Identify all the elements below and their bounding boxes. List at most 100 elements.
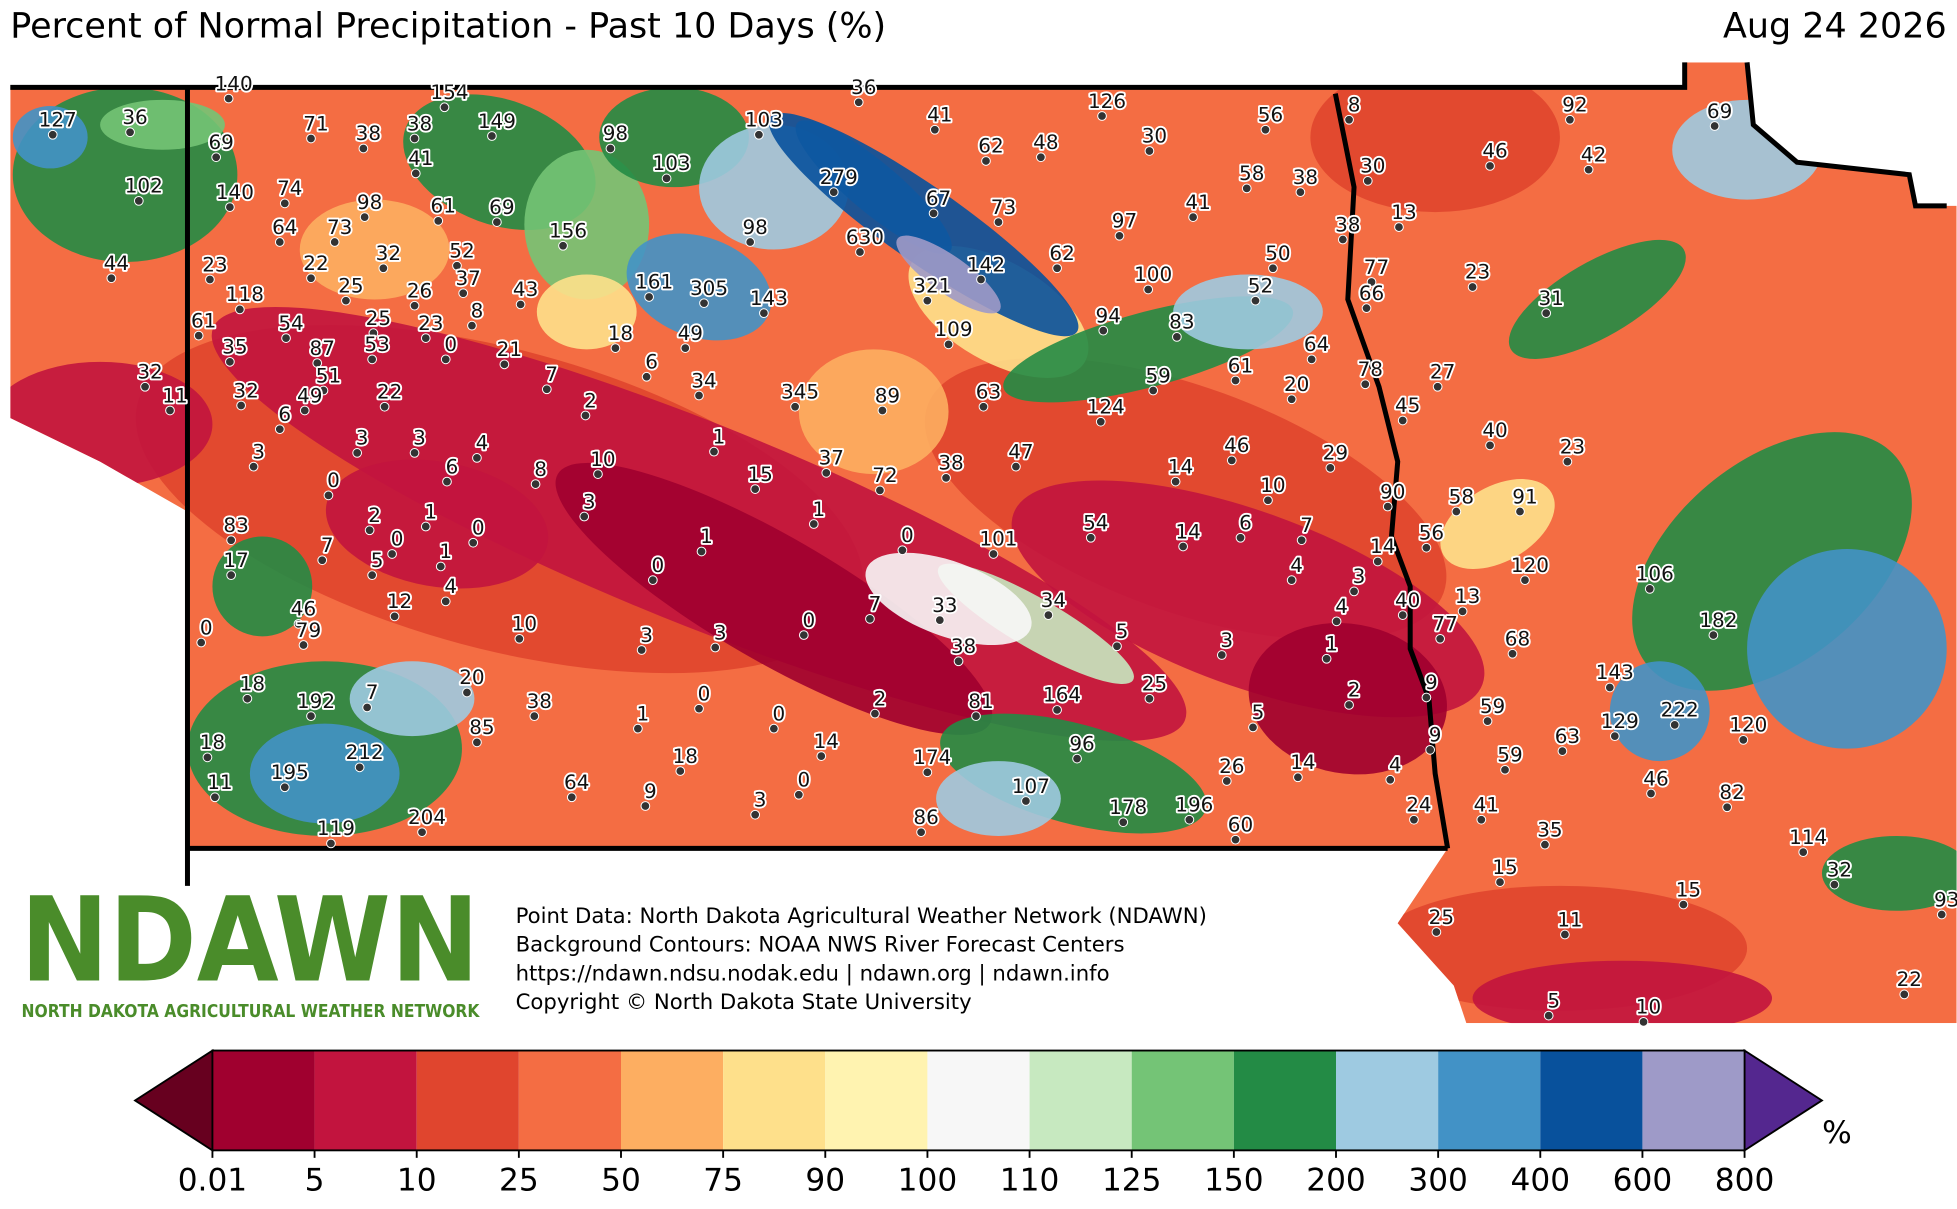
station-value: 37 <box>819 446 844 470</box>
north-border <box>10 62 1688 90</box>
station-value: 58 <box>1449 484 1474 508</box>
station-value: 127 <box>39 108 77 132</box>
station-value: 40 <box>1482 418 1507 442</box>
station-value: 51 <box>316 363 341 387</box>
station-dot <box>409 133 420 144</box>
station-dot <box>821 468 832 478</box>
station-dot <box>641 371 652 382</box>
station-value: 3 <box>583 489 596 513</box>
station-dot <box>1425 744 1436 755</box>
station-value: 52 <box>449 239 474 263</box>
station-value: 279 <box>820 165 858 189</box>
station-dot <box>558 240 568 251</box>
station-dot <box>993 217 1004 227</box>
station-value: 212 <box>346 740 384 764</box>
station-value: 25 <box>1142 671 1167 695</box>
station-value: 32 <box>376 241 401 265</box>
colorbar-bin <box>927 1050 1030 1151</box>
station-dot <box>699 298 709 309</box>
station-dot <box>1143 284 1154 295</box>
bg-patch <box>896 235 1001 314</box>
station-value: 14 <box>1168 454 1193 478</box>
station-dot <box>1451 506 1462 517</box>
station-dot <box>299 405 310 416</box>
colorbar-over <box>1743 1048 1824 1153</box>
title: Percent of Normal Precipitation - Past 1… <box>10 6 886 46</box>
station-dot <box>1507 648 1518 659</box>
station-dot <box>1184 814 1195 825</box>
station-value: 22 <box>303 251 328 275</box>
station-dot <box>877 405 888 416</box>
station-dot <box>420 333 431 343</box>
station-value: 56 <box>1419 521 1444 545</box>
station-value: 64 <box>1304 332 1329 356</box>
station-dot <box>515 299 526 310</box>
station-dot <box>1170 476 1181 487</box>
colorbar-tick-label: 10 <box>397 1163 437 1199</box>
station-value: 23 <box>1465 260 1490 284</box>
station-value: 30 <box>1360 154 1385 178</box>
bg-patch <box>626 233 772 341</box>
station-value: 149 <box>478 109 516 133</box>
station-value: 10 <box>512 612 537 636</box>
station-value: 26 <box>407 278 432 302</box>
station-value: 50 <box>1265 241 1290 265</box>
station-dot <box>341 295 351 306</box>
station-dot <box>1230 834 1241 845</box>
station-dot <box>274 424 285 435</box>
station-dot <box>281 333 291 343</box>
station-dot <box>1562 456 1573 467</box>
station-dot <box>1052 263 1062 274</box>
bg-patch <box>1508 239 1686 359</box>
station-dot <box>1098 325 1109 336</box>
station-dot <box>644 292 654 302</box>
station-dot <box>916 827 926 838</box>
station-value: 204 <box>408 805 446 829</box>
station-value: 12 <box>387 589 412 613</box>
station-value: 15 <box>747 462 772 486</box>
colorbar-bin <box>314 1050 417 1151</box>
colorbar-bin <box>1438 1050 1541 1151</box>
station-dot <box>1543 1010 1554 1021</box>
station-dot <box>1722 802 1732 813</box>
station-dot <box>1397 610 1408 620</box>
station-dot <box>593 469 603 479</box>
station-dot <box>1798 847 1809 858</box>
station-value: 23 <box>202 252 227 276</box>
station-dot <box>1144 146 1155 156</box>
station-value: 23 <box>1560 434 1585 458</box>
station-value: 36 <box>851 75 876 99</box>
station-dot <box>1708 630 1719 640</box>
station-value: 18 <box>200 730 225 754</box>
station-value: 87 <box>310 336 335 360</box>
station-dot <box>790 401 800 412</box>
station-dot <box>750 809 761 820</box>
station-value: 129 <box>1601 709 1639 733</box>
station-value: 11 <box>162 383 187 407</box>
station-value: 40 <box>1395 588 1420 612</box>
station-dot <box>1036 152 1046 163</box>
station-value: 124 <box>1087 394 1125 418</box>
station-value: 630 <box>846 225 884 249</box>
station-value: 156 <box>549 219 587 243</box>
bg-patch <box>865 552 1032 646</box>
station-value: 161 <box>635 270 673 294</box>
station-value: 21 <box>497 337 522 361</box>
station-dot <box>1221 776 1232 786</box>
station-value: 3 <box>356 426 369 450</box>
station-dot <box>420 521 431 532</box>
station-dot <box>472 453 482 463</box>
station-value: 73 <box>327 215 352 239</box>
station-value: 73 <box>991 195 1016 219</box>
station-value: 31 <box>1538 286 1563 310</box>
station-dot <box>514 633 525 644</box>
station-dot <box>492 217 502 227</box>
station-dot <box>922 767 933 778</box>
station-value: 97 <box>1112 209 1137 233</box>
station-value: 10 <box>590 447 615 471</box>
station-value: 38 <box>938 451 963 475</box>
station-dot <box>1372 556 1383 567</box>
colorbar-bin <box>212 1050 315 1151</box>
station-dot <box>1432 381 1443 392</box>
colorbar-bin <box>825 1050 928 1151</box>
